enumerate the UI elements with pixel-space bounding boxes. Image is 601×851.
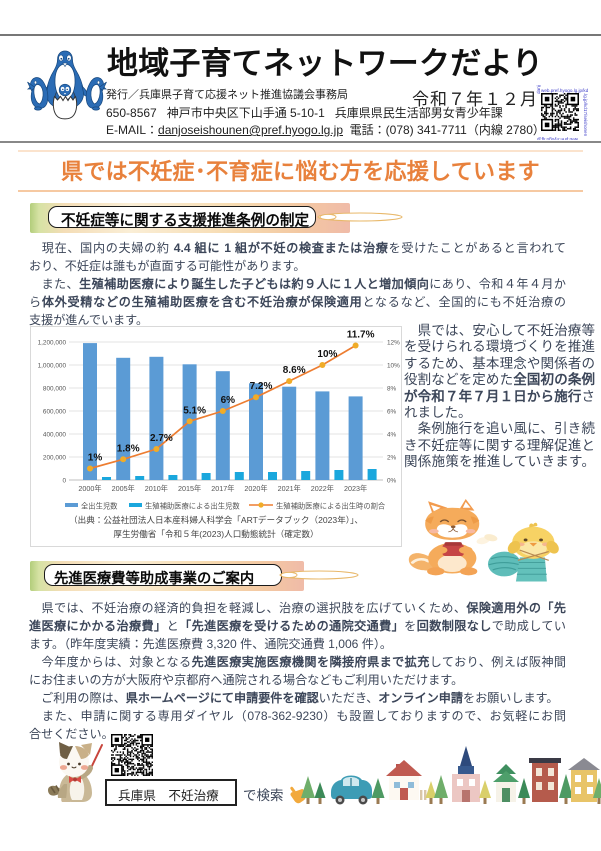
svg-text:800,000: 800,000 (43, 385, 67, 392)
svg-text:1,200,000: 1,200,000 (38, 339, 67, 346)
svg-text:2005年: 2005年 (112, 484, 135, 493)
svg-text:0: 0 (62, 477, 66, 484)
svg-text:1.8%: 1.8% (117, 443, 140, 454)
svg-text:（出典：公益社団法人日本産科婦人科学会「ARTデータブック（: （出典：公益社団法人日本産科婦人科学会「ARTデータブック（2023年）」、 (69, 514, 363, 525)
svg-text:0%: 0% (387, 477, 397, 484)
svg-text:1%: 1% (88, 453, 103, 464)
svg-text:400,000: 400,000 (43, 431, 67, 438)
svg-text:2000年: 2000年 (78, 484, 101, 493)
svg-text:6%: 6% (387, 408, 397, 415)
svg-text:1,000,000: 1,000,000 (38, 362, 67, 369)
svg-text:11.7%: 11.7% (347, 330, 375, 341)
svg-text:10%: 10% (317, 349, 337, 360)
svg-text:6%: 6% (221, 395, 236, 406)
svg-text:厚生労働省「令和５年(2023)人口動態統計（確定数）: 厚生労働省「令和５年(2023)人口動態統計（確定数） (113, 528, 318, 539)
svg-text:danjoseishounen: danjoseishounen (536, 85, 541, 94)
svg-text:2%: 2% (387, 454, 397, 461)
svg-text:2.7%: 2.7% (150, 433, 173, 444)
svg-text:8%: 8% (387, 385, 397, 392)
svg-text:10%: 10% (387, 362, 400, 369)
svg-text:2022年: 2022年 (311, 484, 334, 493)
svg-text:2017年: 2017年 (211, 484, 234, 493)
svg-text:200,000: 200,000 (43, 454, 67, 461)
svg-text:600,000: 600,000 (43, 408, 67, 415)
svg-text:8.6%: 8.6% (283, 365, 306, 376)
svg-text:2023年: 2023年 (344, 484, 367, 493)
svg-text:2021年: 2021年 (278, 484, 301, 493)
svg-text:.lg.jp/kd17/seishonen: .lg.jp/kd17/seishonen (583, 93, 588, 137)
svg-text:生殖補助医療による出生児数: 生殖補助医療による出生児数 (145, 502, 240, 511)
svg-text:全出生児数: 全出生児数 (81, 502, 118, 511)
svg-text:7.2%: 7.2% (250, 381, 273, 392)
svg-text:web.pref.hyogo.lg.jp: web.pref.hyogo.lg.jp (536, 137, 578, 140)
svg-text:2015年: 2015年 (178, 484, 201, 493)
svg-text:12%: 12% (387, 339, 400, 346)
svg-text:2020年: 2020年 (244, 484, 267, 493)
svg-text:web.pref.hyogo.lg.jp/kd: web.pref.hyogo.lg.jp/kd (541, 88, 589, 93)
svg-text:5.1%: 5.1% (183, 405, 206, 416)
svg-text:2010年: 2010年 (145, 484, 168, 493)
svg-text:4%: 4% (387, 431, 397, 438)
svg-text:生殖補助医療による出生時の割合: 生殖補助医療による出生時の割合 (276, 502, 386, 511)
